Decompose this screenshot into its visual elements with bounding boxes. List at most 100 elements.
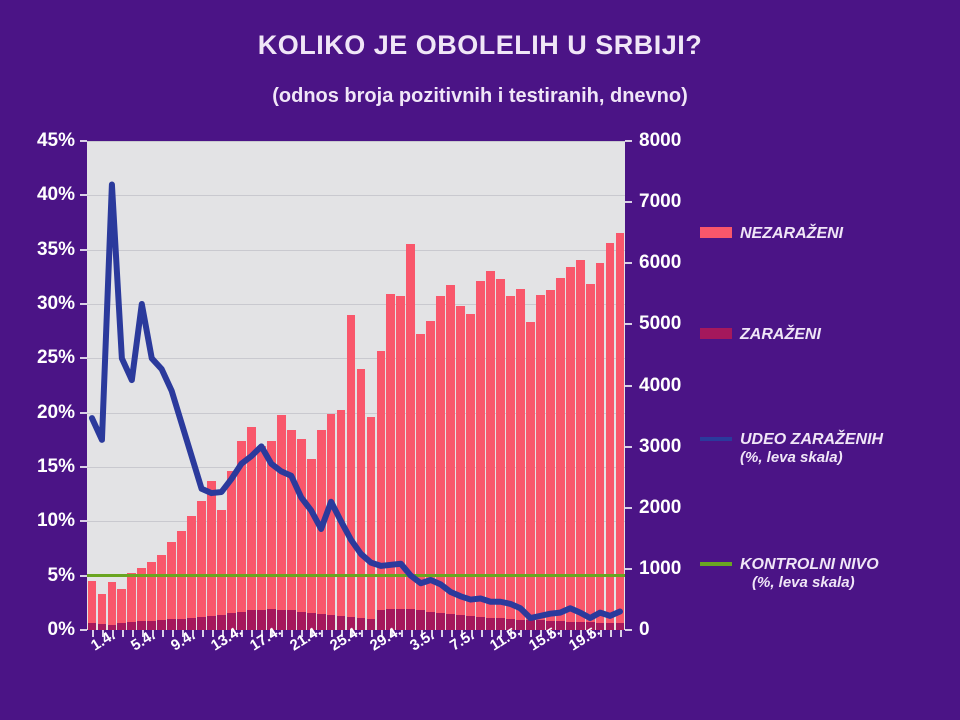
bar-segment-zarazeni <box>416 610 426 630</box>
x-axis-tick <box>351 630 354 637</box>
bar-segment-nezarazeni <box>97 594 107 630</box>
gridline <box>87 521 625 523</box>
bar-segment-nezarazeni <box>157 555 167 630</box>
bar-column <box>396 141 406 630</box>
bar-segment-nezarazeni <box>446 284 456 630</box>
y-axis-right-tick-label: 8000 <box>639 130 682 151</box>
x-axis-tick <box>201 630 204 637</box>
y-axis-left-tick <box>80 574 87 577</box>
bar-segment-zarazeni <box>306 612 316 630</box>
bar-segment-zarazeni <box>555 621 565 630</box>
bar-segment-nezarazeni <box>585 284 595 630</box>
gridline <box>87 304 625 305</box>
bar-series <box>87 141 625 630</box>
y-axis-right-tick-label: 4000 <box>639 374 682 396</box>
bar-column <box>486 141 495 630</box>
bar-segment-zarazeni <box>187 617 196 630</box>
bar-segment-zarazeni <box>436 612 446 630</box>
bar-segment-nezarazeni <box>167 542 177 630</box>
bar-column <box>97 141 107 630</box>
bar-segment-nezarazeni <box>376 350 386 630</box>
gridline <box>87 141 625 142</box>
bar-column <box>87 141 97 630</box>
bar-column <box>117 141 127 630</box>
y-axis-left-tick <box>80 248 87 251</box>
bar-segment-nezarazeni <box>217 509 226 630</box>
bar-segment-nezarazeni <box>286 429 296 630</box>
x-axis-tick <box>580 630 583 637</box>
x-axis-tick <box>390 630 393 637</box>
bar-segment-zarazeni <box>615 623 625 630</box>
bar-column <box>466 141 475 630</box>
y-axis-left-tick <box>80 357 87 360</box>
bar-segment-zarazeni <box>496 618 505 630</box>
x-axis-tick <box>430 630 433 637</box>
bar-segment-zarazeni <box>446 614 456 630</box>
bar-segment-zarazeni <box>286 610 296 630</box>
bar-segment-zarazeni <box>466 616 475 630</box>
bar-column <box>356 141 366 630</box>
bar-segment-zarazeni <box>486 617 495 630</box>
x-axis-tick <box>600 630 603 637</box>
x-axis-tick <box>360 630 363 637</box>
y-axis-left-tick-label: 15% <box>36 456 75 477</box>
legend-line-icon <box>700 437 732 441</box>
x-axis-tick <box>410 630 413 637</box>
x-axis-tick <box>151 630 154 637</box>
y-axis-right-tick-label: 3000 <box>639 435 682 457</box>
bar-column <box>107 141 117 630</box>
y-axis-right-tick-label: 1000 <box>639 557 682 579</box>
kontrolni-nivo-line <box>87 574 625 578</box>
bar-column <box>545 141 555 630</box>
bar-segment-zarazeni <box>266 609 276 630</box>
x-axis-tick <box>400 630 403 637</box>
x-axis-tick <box>550 630 553 637</box>
bar-column <box>436 141 446 630</box>
x-axis-tick <box>141 630 144 637</box>
y-axis-left-tick-label: 40% <box>36 184 75 206</box>
bar-column <box>147 141 157 630</box>
bar-segment-nezarazeni <box>296 438 306 630</box>
x-axis-tick <box>171 630 174 637</box>
gridline <box>87 467 625 468</box>
bar-segment-nezarazeni <box>466 314 475 630</box>
bar-segment-nezarazeni <box>555 277 565 630</box>
bar-segment-nezarazeni <box>516 288 525 630</box>
bar-column <box>217 141 226 630</box>
bar-column <box>426 141 436 630</box>
bar-segment-zarazeni <box>565 621 575 630</box>
x-axis-tick <box>460 630 463 637</box>
bar-column <box>137 141 147 630</box>
bar-column <box>496 141 505 630</box>
bar-segment-nezarazeni <box>276 414 286 630</box>
bar-segment-zarazeni <box>366 619 376 630</box>
bar-segment-nezarazeni <box>356 368 366 630</box>
bar-segment-nezarazeni <box>87 581 97 630</box>
bar-segment-zarazeni <box>227 613 236 630</box>
y-axis-left-tick-label: 35% <box>36 238 75 260</box>
x-axis-tick <box>221 630 224 637</box>
bar-column <box>187 141 196 630</box>
bar-segment-zarazeni <box>426 611 436 630</box>
x-axis-tick <box>540 630 543 637</box>
gridline <box>87 412 625 414</box>
x-axis-tick <box>500 630 503 637</box>
bar-segment-zarazeni <box>237 611 246 630</box>
x-axis-tick <box>620 630 623 637</box>
x-axis-tick <box>420 630 423 637</box>
x-axis-tick <box>520 630 523 637</box>
bar-segment-nezarazeni <box>486 270 495 630</box>
y-axis-left-tick-label: 5% <box>47 564 75 586</box>
bar-segment-nezarazeni <box>117 588 127 630</box>
bar-column <box>376 141 386 630</box>
x-axis-tick <box>470 630 473 637</box>
bar-segment-nezarazeni <box>386 294 396 630</box>
chart-legend: NEZARAŽENI ZARAŽENI UDEO ZARAŽENIH (%, leva… <box>700 140 950 620</box>
bar-column <box>276 141 286 630</box>
bar-column <box>605 141 615 630</box>
bar-segment-zarazeni <box>87 622 97 630</box>
bar-segment-nezarazeni <box>107 581 117 630</box>
legend-item-sublabel: (%, leva skala) <box>752 574 855 591</box>
bar-segment-zarazeni <box>326 614 336 630</box>
